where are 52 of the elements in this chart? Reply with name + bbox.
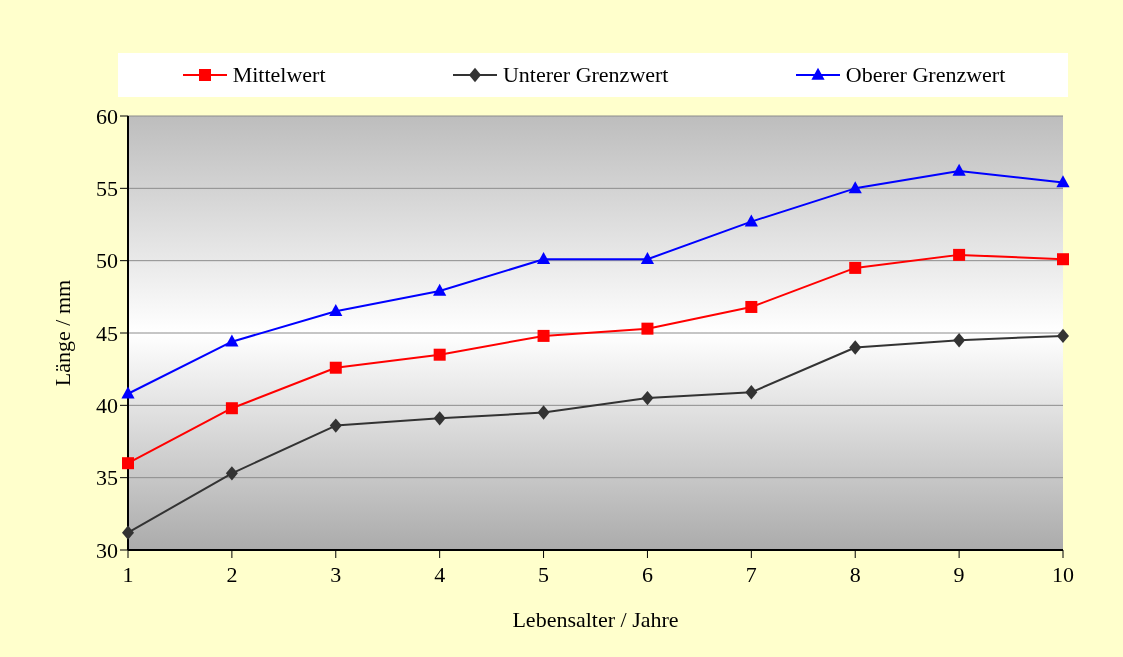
point [433,283,447,296]
point [225,334,239,347]
x-tick-label: 1 [122,561,134,587]
x-tick-label: 10 [1052,561,1074,587]
x-tick-label: 9 [953,561,965,587]
point [225,466,238,481]
point [1056,175,1070,188]
point [849,261,862,274]
point [536,252,551,265]
point [433,348,446,361]
point [745,300,758,313]
point [848,181,862,194]
point [537,329,550,342]
x-tick-label: 7 [745,561,757,587]
legend-label: Oberer Grenzwert [845,62,1006,88]
point [744,214,758,227]
x-tick-label: 4 [434,561,446,587]
point [329,418,342,433]
y-tick-label: 55 [96,176,118,202]
x-tick-label: 2 [226,561,238,587]
y-axis-title: Länge / mm [49,279,75,387]
legend-label: Mittelwert [232,62,326,88]
point [640,252,655,265]
point [122,457,134,470]
y-tick-label: 60 [96,103,118,129]
point [225,402,238,415]
x-tick-label: 3 [330,561,342,587]
point [952,163,966,176]
point [641,390,654,406]
x-axis-title: Lebensalter / Jahre [512,607,679,632]
point [329,361,342,374]
x-tick-label: 5 [538,561,550,587]
y-tick-label: 30 [96,537,118,563]
point [1057,253,1069,266]
point [122,525,134,540]
point [329,304,343,317]
y-tick-label: 35 [96,465,118,491]
y-tick-label: 40 [96,393,118,419]
point [537,405,550,420]
legend-label: Unterer Grenzwert [502,62,669,88]
point [1057,328,1069,344]
point [641,322,654,335]
point [745,385,758,400]
point [849,340,862,355]
point [121,386,135,399]
point [953,248,966,261]
point [953,333,966,348]
x-tick-label: 6 [641,561,653,587]
point [433,411,446,426]
y-tick-label: 45 [96,320,118,346]
y-tick-label: 50 [96,248,118,274]
x-tick-label: 8 [849,561,861,587]
